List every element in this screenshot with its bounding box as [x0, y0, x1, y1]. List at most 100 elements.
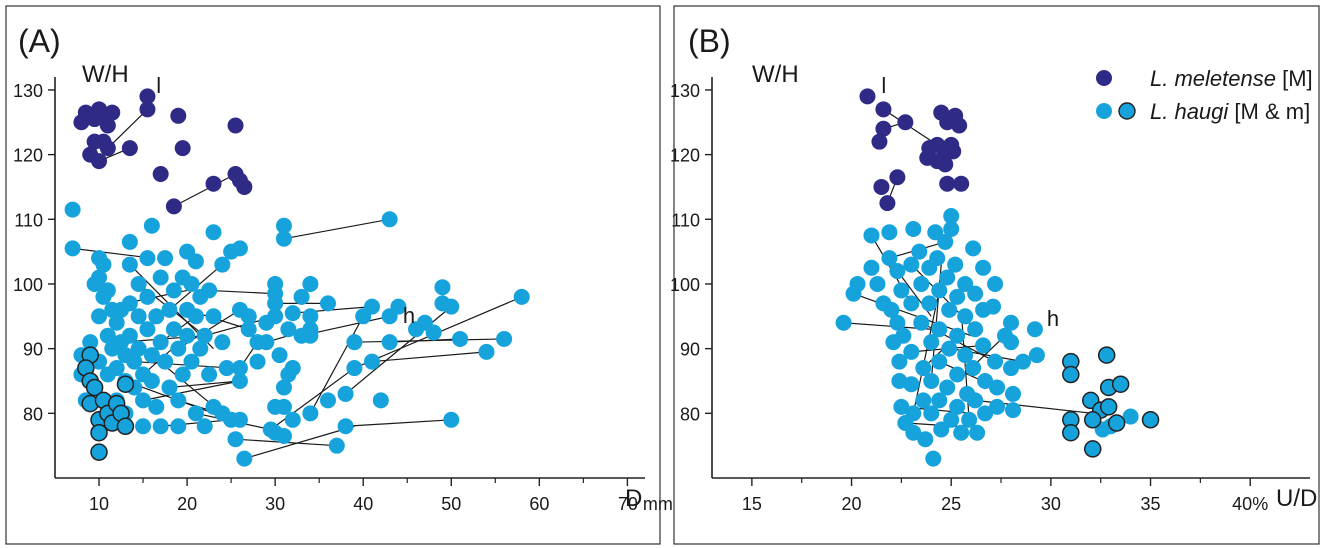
point-haugi-M [205, 224, 222, 241]
point-haugi-M [267, 308, 284, 325]
y-tick-label: 80 [23, 404, 43, 424]
x-tick-label: 20 [177, 494, 197, 514]
point-haugi-M [275, 379, 292, 396]
point-haugi-M [121, 295, 138, 312]
point-haugi-M [937, 233, 954, 250]
panel-a-frame [5, 5, 661, 545]
point-haugi-M [143, 347, 160, 364]
point-haugi-M [923, 372, 940, 389]
point-haugi-M [1028, 347, 1045, 364]
point-haugi-M [883, 301, 900, 318]
x-tick-label: 30 [1041, 494, 1061, 514]
point-haugi-M [893, 282, 910, 299]
point-haugi-m [1097, 346, 1116, 364]
point-haugi-M [183, 353, 200, 370]
point-haugi-M [91, 269, 108, 286]
point-haugi-M [869, 275, 886, 292]
x-tick-label: 50 [441, 494, 461, 514]
point-haugi-M [1004, 402, 1021, 419]
y-tick-label: 90 [23, 340, 43, 360]
point-haugi-M [915, 392, 932, 409]
point-haugi-M [905, 405, 922, 422]
point-haugi-M [931, 282, 948, 299]
growth-link [283, 218, 390, 240]
point-haugi-M [893, 398, 910, 415]
point-haugi-m [1099, 398, 1118, 416]
point-haugi-M [161, 301, 178, 318]
annotation-label: l [881, 73, 886, 98]
point-meletense [939, 175, 956, 192]
point-haugi-m [1141, 411, 1160, 429]
y-tick-label: 100 [670, 275, 700, 295]
point-haugi-M [835, 314, 852, 331]
panel-a-x-ticks: 10 20 30 40 50 60 70 mm [89, 478, 673, 514]
point-haugi-M [174, 366, 191, 383]
point-haugi-M [214, 334, 231, 351]
point-haugi-M [302, 405, 319, 422]
x-tick-label: 70 mm [618, 494, 673, 514]
point-meletense [873, 178, 890, 195]
x-tick-label: 40 [353, 494, 373, 514]
point-haugi-M [863, 259, 880, 276]
point-haugi-M [967, 285, 984, 302]
growth-link [389, 338, 461, 343]
point-haugi-M [425, 324, 442, 341]
point-haugi-M [139, 250, 156, 267]
panel-b-xlabel: U/D [1276, 485, 1317, 512]
point-haugi-M [135, 418, 152, 435]
point-haugi-M [82, 334, 99, 351]
point-haugi-M [953, 424, 970, 441]
point-haugi-M [1122, 408, 1139, 425]
point-haugi-M [64, 240, 81, 257]
point-haugi-M [1003, 360, 1019, 377]
point-haugi-M [130, 275, 147, 292]
point-haugi-M [931, 321, 948, 338]
growth-link [142, 380, 241, 401]
point-haugi-M [284, 411, 301, 428]
point-haugi-M [196, 418, 213, 435]
point-meletense [91, 153, 108, 170]
growth-link [72, 247, 152, 259]
growth-link [244, 425, 355, 460]
point-haugi-M [121, 256, 138, 273]
point-haugi-M [1004, 385, 1021, 402]
point-haugi-M [337, 385, 354, 402]
point-haugi-M [921, 295, 938, 312]
point-haugi-M [231, 360, 248, 377]
point-haugi-M [939, 269, 956, 286]
point-haugi-M [889, 314, 906, 331]
growth-link [270, 367, 355, 430]
point-haugi-M [157, 353, 174, 370]
point-haugi-M [443, 411, 460, 428]
point-meletense [174, 140, 191, 157]
point-haugi-M [927, 224, 944, 241]
growth-link [209, 289, 276, 295]
point-haugi-M [364, 298, 381, 315]
y-tick-label: 120 [670, 146, 700, 166]
point-haugi-M [328, 437, 345, 454]
panel-b-points [835, 88, 1160, 467]
panel-a-annotations: lh [156, 73, 415, 328]
point-haugi-M [911, 243, 928, 260]
y-tick-label: 130 [13, 81, 43, 101]
point-meletense [937, 156, 954, 173]
legend-marker-meletense [1096, 70, 1112, 86]
point-haugi-M [271, 347, 288, 364]
point-haugi-M [1003, 314, 1019, 331]
point-haugi-M [165, 321, 182, 338]
growth-link [169, 380, 240, 389]
growth-link [345, 419, 452, 427]
x-tick-label: 20 [842, 494, 862, 514]
point-haugi-m [116, 375, 135, 393]
point-haugi-M [152, 269, 169, 286]
point-haugi-M [91, 308, 108, 325]
point-haugi-M [165, 282, 182, 299]
panel-b: (B) W/H U/D 80 90 100 110 120 130 15 20 25 30 35 4… [670, 5, 1320, 545]
point-meletense [104, 104, 121, 121]
point-haugi-M [947, 256, 964, 273]
x-tick-label: 10 [89, 494, 109, 514]
point-meletense [879, 195, 896, 212]
point-haugi-M [187, 253, 204, 270]
point-haugi-M [346, 334, 363, 351]
point-meletense [170, 107, 187, 124]
